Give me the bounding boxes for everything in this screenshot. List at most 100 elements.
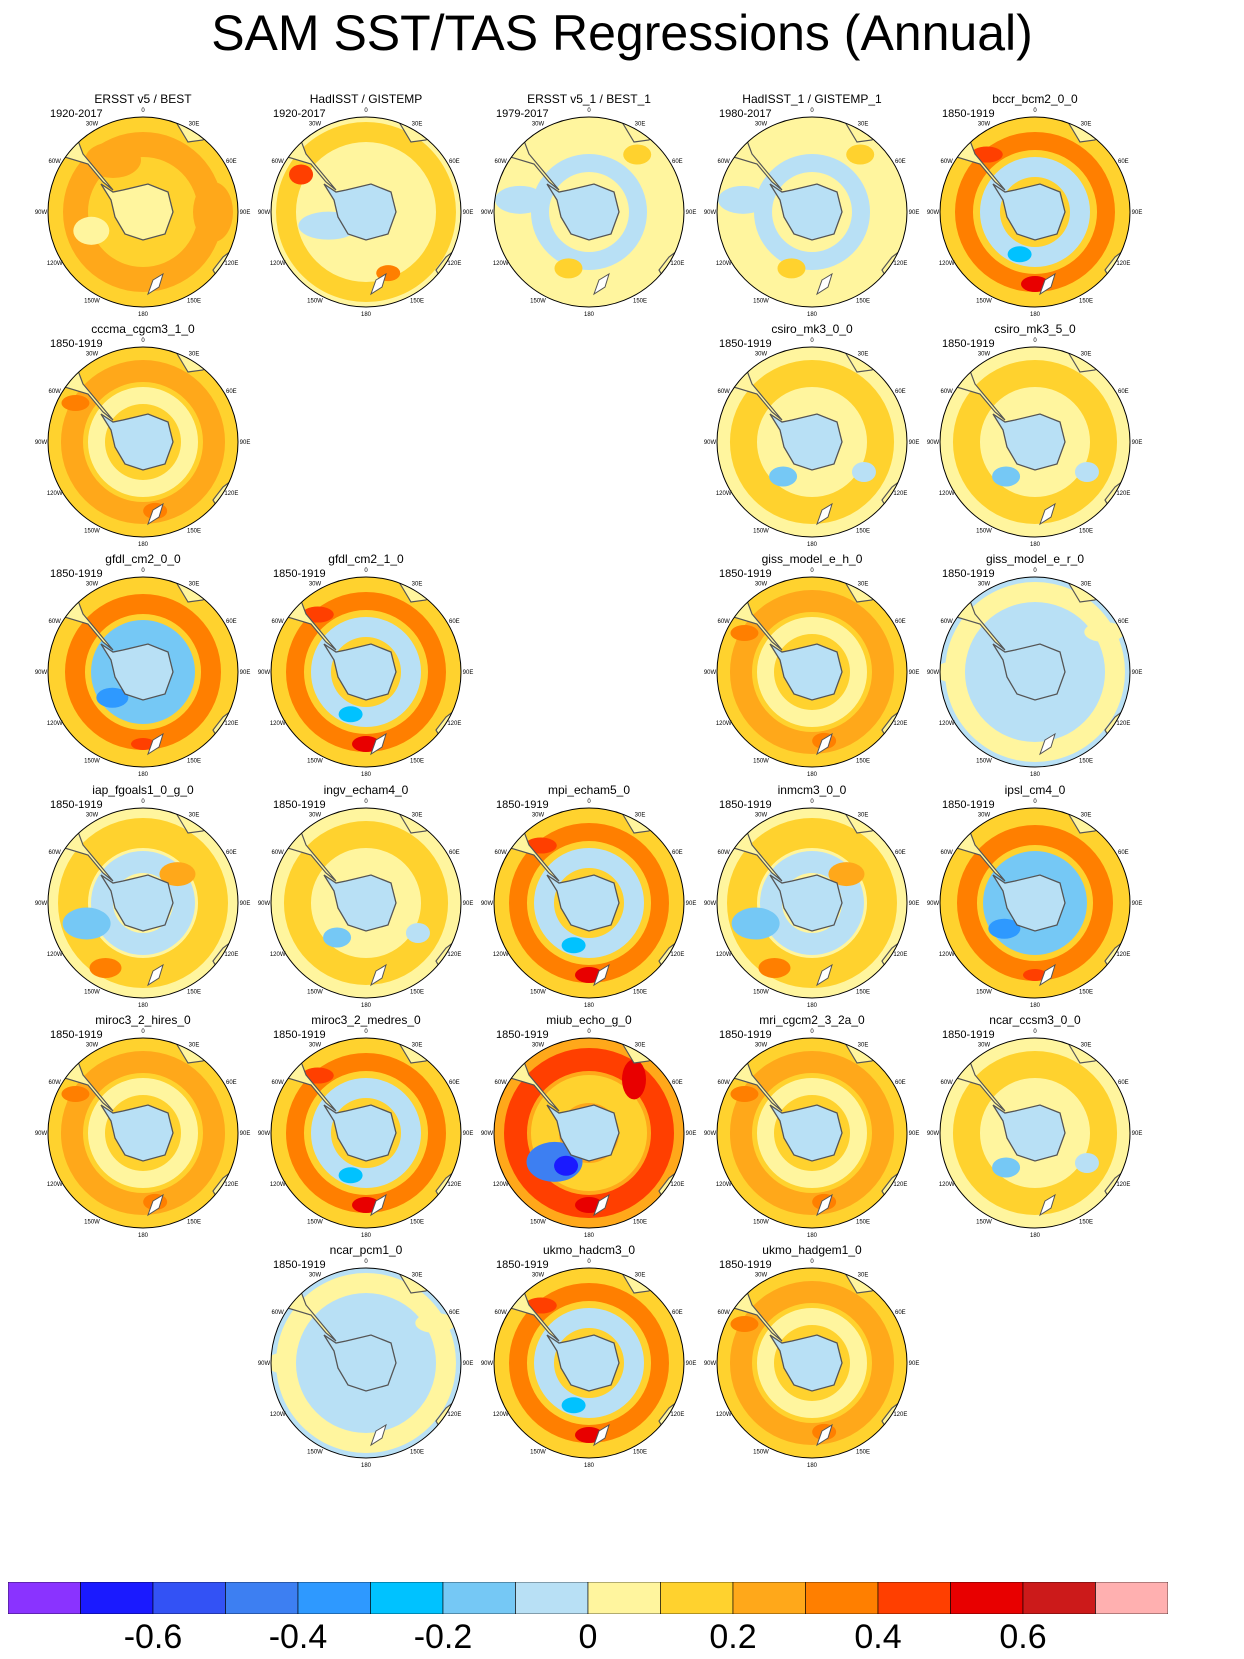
longitude-label: 30W [309, 582, 322, 588]
longitude-label: 60E [1118, 159, 1129, 165]
longitude-label: 120W [716, 1182, 732, 1188]
colorbar-swatch [805, 1582, 879, 1614]
panel-period: 1850-1919 [50, 568, 103, 580]
polar-map: 0 30E 60E 90E 120E 150E 180 150W 120W 90W 60W 30W [927, 108, 1143, 318]
panel-period: 1980-2017 [719, 108, 772, 120]
longitude-label: 120W [493, 952, 509, 958]
anomaly-patch [1074, 462, 1099, 482]
longitude-label: 60E [449, 850, 460, 856]
longitude-label: 120E [670, 1412, 684, 1418]
panel-period: 1850-1919 [273, 799, 326, 811]
longitude-label: 150E [1079, 298, 1093, 304]
panel-title: gfdl_cm2_1_0 [328, 552, 404, 566]
longitude-label: 90E [686, 1131, 697, 1137]
longitude-label: 60E [1118, 389, 1129, 395]
anomaly-patch [61, 395, 90, 411]
longitude-label: 90E [240, 901, 251, 907]
new-zealand-land [370, 1193, 387, 1217]
figure-title: SAM SST/TAS Regressions (Annual) [211, 5, 1033, 61]
longitude-label: 90W [704, 1361, 717, 1367]
longitude-label: 150W [753, 989, 769, 995]
longitude-label: 90W [258, 670, 271, 676]
map-panel: miroc3_2_hires_0 1850-1919 0 30E 60E 90E 120E 1… [28, 1013, 258, 1253]
anomaly-patch [561, 1397, 586, 1414]
longitude-label: 120W [716, 952, 732, 958]
longitude-label: 120W [716, 1412, 732, 1418]
longitude-label: 0 [141, 108, 145, 114]
longitude-label: 150W [84, 298, 100, 304]
longitude-label: 180 [138, 542, 149, 548]
longitude-label: 0 [1033, 799, 1037, 805]
anomaly-band [87, 1078, 199, 1188]
map-panel: gfdl_cm2_0_0 1850-1919 0 30E 60E 90E 120E 150E 1… [28, 552, 258, 792]
longitude-label: 120E [447, 721, 461, 727]
antarctica-land [769, 643, 843, 701]
anomaly-patch [988, 918, 1021, 939]
longitude-label: 150E [410, 1449, 424, 1455]
longitude-label: 30W [309, 122, 322, 128]
longitude-label: 30E [858, 1043, 869, 1049]
panel-title: giss_model_e_h_0 [761, 552, 863, 566]
map-boundary [493, 807, 685, 999]
longitude-label: 0 [587, 799, 591, 805]
longitude-label: 150W [84, 528, 100, 534]
antarctica-land [546, 874, 620, 932]
longitude-label: 30W [86, 122, 99, 128]
map-panel: giss_model_e_h_0 1850-1919 0 30E 60E 90E 120E 1… [697, 552, 927, 792]
anomaly-patch [1084, 622, 1125, 642]
longitude-label: 150W [530, 989, 546, 995]
longitude-label: 150E [410, 758, 424, 764]
panel-period: 1850-1919 [50, 338, 103, 350]
longitude-label: 60W [717, 850, 730, 856]
antarctica-land [323, 874, 397, 932]
longitude-label: 90W [704, 210, 717, 216]
longitude-label: 150E [1079, 1219, 1093, 1225]
longitude-label: 120W [939, 491, 955, 497]
longitude-label: 90E [463, 901, 474, 907]
new-zealand-land [1039, 732, 1056, 756]
anomaly-patch [992, 466, 1021, 487]
longitude-label: 60W [494, 159, 507, 165]
map-boundary [270, 1037, 462, 1229]
longitude-label: 180 [361, 1233, 372, 1239]
longitude-label: 120E [893, 1182, 907, 1188]
anomaly-band [87, 387, 199, 497]
longitude-label: 150W [307, 1219, 323, 1225]
longitude-label: 120E [670, 261, 684, 267]
longitude-label: 180 [138, 1233, 149, 1239]
anomaly-band [727, 818, 897, 988]
longitude-label: 60E [895, 1080, 906, 1086]
colorbar-tick-label: -0.4 [268, 1618, 328, 1656]
anomaly-patch [554, 1155, 579, 1176]
longitude-label: 60E [226, 159, 237, 165]
longitude-label: 90E [1132, 440, 1143, 446]
longitude-label: 90E [240, 210, 251, 216]
anomaly-patch [992, 1157, 1021, 1178]
longitude-label: 120E [893, 1412, 907, 1418]
longitude-label: 0 [810, 799, 814, 805]
longitude-label: 60E [895, 389, 906, 395]
longitude-label: 90W [481, 210, 494, 216]
map-panel: mri_cgcm2_3_2a_0 1850-1919 0 30E 60E 90E 120E 1… [697, 1013, 927, 1253]
longitude-label: 90E [686, 901, 697, 907]
longitude-label: 120E [224, 721, 238, 727]
longitude-label: 120E [224, 261, 238, 267]
anomaly-patch [730, 1086, 759, 1102]
longitude-label: 60W [271, 159, 284, 165]
longitude-label: 120W [270, 261, 286, 267]
polar-map: 0 30E 60E 90E 120E 150E 180 150W 120W 90W 60W 30W [481, 1029, 697, 1239]
panel-title: ipsl_cm4_0 [1004, 783, 1066, 797]
longitude-label: 30E [858, 352, 869, 358]
longitude-label: 150W [307, 1449, 323, 1455]
longitude-label: 30E [858, 582, 869, 588]
colorbar [8, 1582, 1168, 1614]
map-panel: HadISST / GISTEMP 1920-2017 0 30E 60E 90E 120E… [251, 92, 481, 332]
antarctica-land [100, 413, 174, 471]
panel-title: HadISST / GISTEMP [309, 92, 423, 106]
longitude-label: 60W [940, 619, 953, 625]
longitude-label: 60E [449, 1310, 460, 1316]
anomaly-band [952, 1051, 1118, 1215]
longitude-label: 90W [704, 1131, 717, 1137]
longitude-label: 90E [1132, 670, 1143, 676]
longitude-label: 0 [1033, 1029, 1037, 1035]
